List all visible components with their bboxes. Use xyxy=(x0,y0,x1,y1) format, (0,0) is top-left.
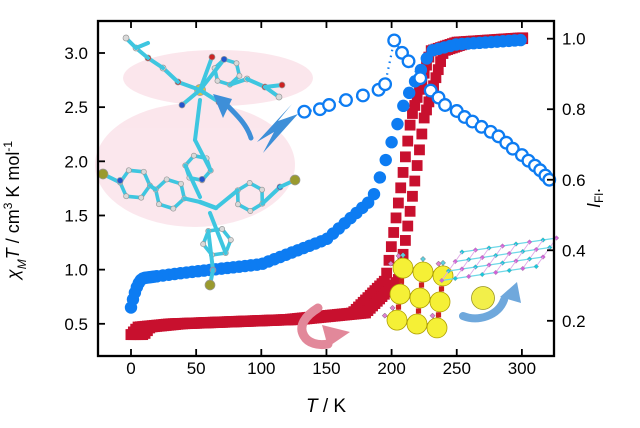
svg-text:200: 200 xyxy=(377,359,405,378)
svg-text:300: 300 xyxy=(508,359,536,378)
svg-text:0.8: 0.8 xyxy=(562,100,586,119)
svg-text:150: 150 xyxy=(312,359,340,378)
svg-text:1.5: 1.5 xyxy=(64,206,88,225)
svg-text:0.4: 0.4 xyxy=(562,241,586,260)
svg-text:0.2: 0.2 xyxy=(562,312,586,331)
svg-text:T / K: T / K xyxy=(306,396,346,417)
svg-text:0.5: 0.5 xyxy=(64,315,88,334)
svg-text:3.0: 3.0 xyxy=(64,44,88,63)
svg-text:2.0: 2.0 xyxy=(64,152,88,171)
svg-text:0.6: 0.6 xyxy=(562,171,586,190)
svg-text:1.0: 1.0 xyxy=(64,261,88,280)
svg-text:250: 250 xyxy=(443,359,471,378)
svg-text:1.0: 1.0 xyxy=(562,30,586,49)
svg-text:0: 0 xyxy=(126,359,135,378)
svg-text:100: 100 xyxy=(247,359,275,378)
svg-text:50: 50 xyxy=(187,359,206,378)
svg-text:2.5: 2.5 xyxy=(64,98,88,117)
